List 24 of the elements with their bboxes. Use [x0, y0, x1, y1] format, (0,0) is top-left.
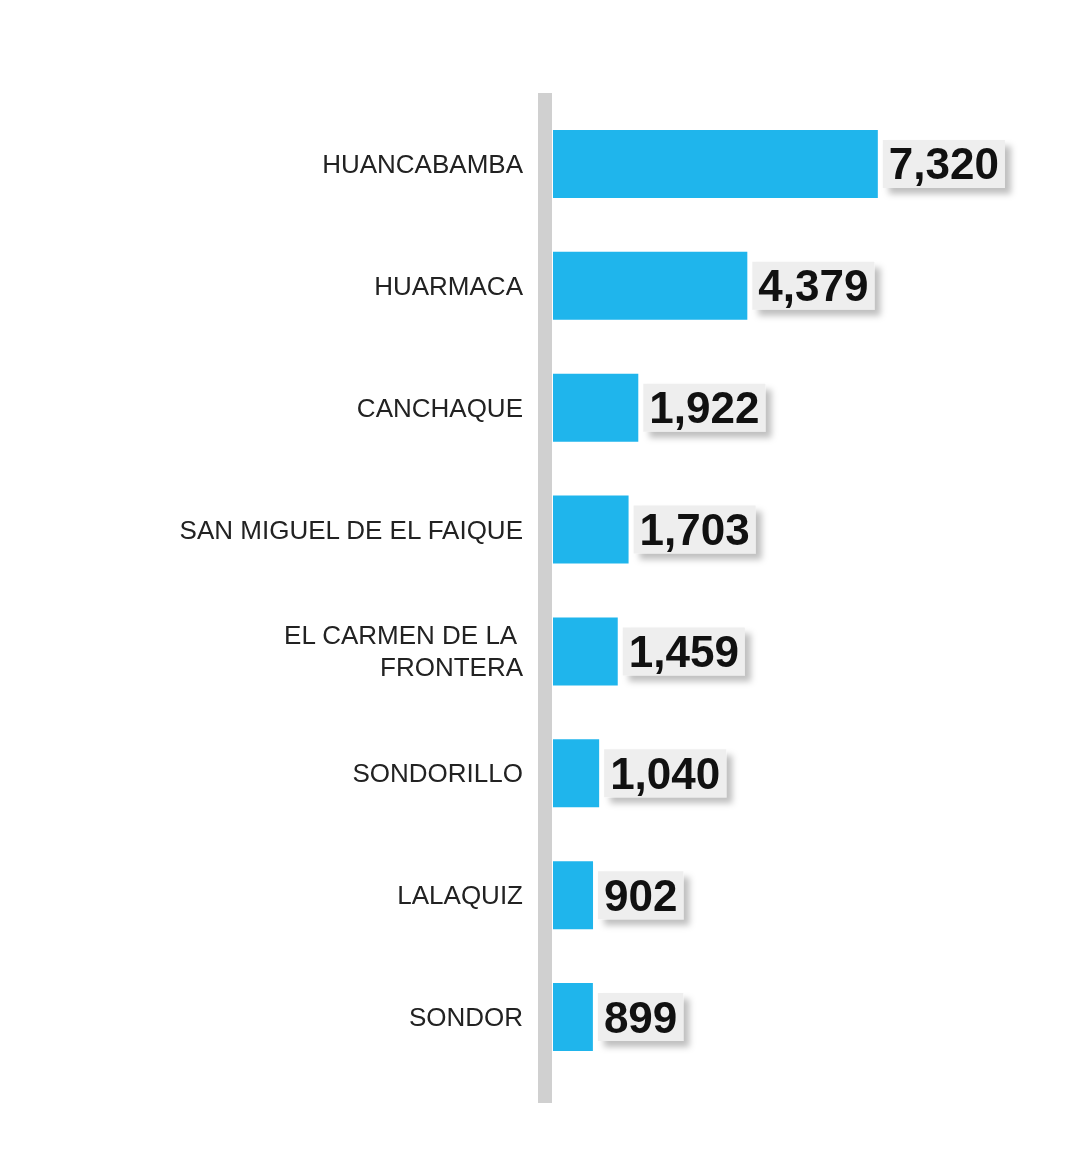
data-label: 1,459	[628, 626, 739, 676]
y-tick-label: EL CARMEN DE LA FRONTERA	[284, 620, 524, 683]
y-tick-label: CANCHAQUE	[356, 392, 523, 423]
y-tick-label: HUANCABAMBA	[322, 148, 524, 179]
bar	[553, 617, 618, 686]
data-label: 1,922	[649, 383, 760, 433]
bar	[553, 251, 748, 320]
bar	[553, 373, 639, 442]
data-label: 1,040	[610, 748, 721, 798]
bar	[553, 129, 878, 198]
data-label: 899	[603, 992, 678, 1042]
bar	[553, 983, 593, 1052]
data-label: 902	[604, 870, 678, 920]
bar	[553, 739, 600, 808]
y-tick-label: SONDOR	[408, 1002, 523, 1033]
data-label: 7,320	[888, 139, 999, 189]
data-label: 1,703	[639, 505, 750, 555]
y-tick-label: SAN MIGUEL DE EL FAIQUE	[179, 514, 523, 545]
bar	[553, 861, 594, 930]
y-tick-label: LALAQUIZ	[397, 880, 524, 911]
bar	[553, 495, 629, 564]
y-tick-label: HUARMACA	[374, 270, 524, 301]
y-tick-label: SONDORILLO	[352, 758, 523, 789]
data-label: 4,379	[758, 261, 869, 311]
